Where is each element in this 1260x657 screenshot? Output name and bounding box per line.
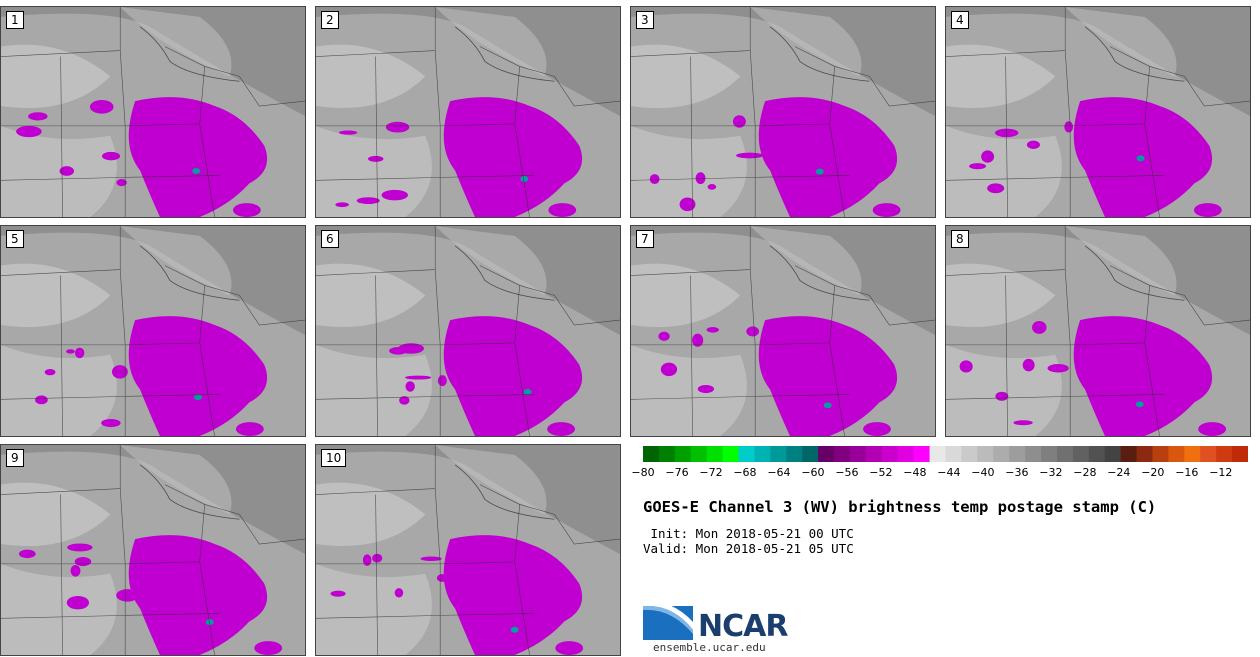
colorbar-segment	[881, 446, 899, 462]
colorbar-segment	[786, 446, 803, 462]
colorbar-segment	[929, 446, 946, 462]
colorbar-segment	[1216, 446, 1233, 462]
map-panel-4: 4	[945, 6, 1251, 218]
colorbar-segment	[865, 446, 883, 462]
colorbar-tick-label: −24	[1107, 466, 1131, 479]
panel-number: 2	[321, 11, 339, 29]
map-panel-3: 3	[630, 6, 936, 218]
panel-number: 9	[6, 449, 24, 467]
colorbar-segment	[897, 446, 915, 462]
colorbar-segment	[1104, 446, 1122, 462]
map-panel-2: 2	[315, 6, 621, 218]
colorbar-tick-label: −40	[971, 466, 995, 479]
colorbar-tick-label: −72	[699, 466, 723, 479]
colorbar-tick-label: −64	[767, 466, 791, 479]
colorbar	[643, 446, 1248, 462]
colorbar-segment	[1184, 446, 1201, 462]
colorbar-segment	[674, 446, 692, 462]
colorbar-segment	[1232, 446, 1248, 462]
colorbar-segment	[802, 446, 819, 462]
colorbar-segment	[849, 446, 867, 462]
init-time: Init: Mon 2018-05-21 00 UTC	[643, 526, 854, 541]
colorbar-segment	[1041, 446, 1058, 462]
colorbar-segment	[1056, 446, 1074, 462]
colorbar-segment	[722, 446, 740, 462]
colorbar-segment	[706, 446, 724, 462]
colorbar-segment	[1009, 446, 1026, 462]
map-panel-1: 1	[0, 6, 306, 218]
panel-number: 1	[6, 11, 24, 29]
colorbar-segment	[993, 446, 1010, 462]
colorbar-tick-label: −28	[1073, 466, 1097, 479]
colorbar-segment	[834, 446, 851, 462]
colorbar-tick-label: −76	[665, 466, 689, 479]
valid-time: Valid: Mon 2018-05-21 05 UTC	[643, 541, 854, 556]
map-panel-5: 5	[0, 225, 306, 437]
map-panel-9: 9	[0, 444, 306, 656]
colorbar-tick-label: −60	[801, 466, 825, 479]
colorbar-tick-label: −36	[1005, 466, 1029, 479]
colorbar-segment	[643, 446, 660, 462]
map-panel-7: 7	[630, 225, 936, 437]
colorbar-segment	[961, 446, 978, 462]
colorbar-segment	[1152, 446, 1169, 462]
colorbar-segment	[658, 446, 676, 462]
panel-number: 3	[636, 11, 654, 29]
colorbar-segment	[770, 446, 787, 462]
panel-number: 7	[636, 230, 654, 248]
map-panel-8: 8	[945, 225, 1251, 437]
colorbar-tick-label: −16	[1175, 466, 1199, 479]
colorbar-segment	[754, 446, 771, 462]
colorbar-segment	[1168, 446, 1185, 462]
colorbar-tick-label: −56	[835, 466, 859, 479]
colorbar-tick-label: −80	[631, 466, 655, 479]
panel-number: 8	[951, 230, 969, 248]
colorbar-segment	[977, 446, 994, 462]
colorbar-segment	[738, 446, 755, 462]
colorbar-segment	[818, 446, 835, 462]
map-panel-6: 6	[315, 225, 621, 437]
panel-number: 5	[6, 230, 24, 248]
colorbar-segment	[913, 446, 931, 462]
map-panel-10: 10	[315, 444, 621, 656]
colorbar-tick-label: −44	[937, 466, 961, 479]
site-url: ensemble.ucar.edu	[653, 641, 766, 654]
colorbar-segment	[1072, 446, 1090, 462]
ncar-logo	[643, 600, 803, 656]
colorbar-segment	[1200, 446, 1217, 462]
colorbar-tick-label: −52	[869, 466, 893, 479]
colorbar-segment	[1120, 446, 1138, 462]
figure-title: GOES-E Channel 3 (WV) brightness temp po…	[643, 498, 1157, 516]
panel-number: 6	[321, 230, 339, 248]
colorbar-tick-label: −68	[733, 466, 757, 479]
colorbar-segment	[1136, 446, 1153, 462]
colorbar-segment	[945, 446, 962, 462]
panel-number: 10	[321, 449, 347, 467]
colorbar-segment	[1025, 446, 1042, 462]
colorbar-tick-label: −12	[1209, 466, 1233, 479]
colorbar-tick-label: −48	[903, 466, 927, 479]
colorbar-segment	[1088, 446, 1106, 462]
colorbar-tick-label: −20	[1141, 466, 1165, 479]
ncar-logo-text: NCAR	[698, 609, 788, 644]
colorbar-tick-label: −32	[1039, 466, 1063, 479]
colorbar-segment	[690, 446, 708, 462]
panel-number: 4	[951, 11, 969, 29]
